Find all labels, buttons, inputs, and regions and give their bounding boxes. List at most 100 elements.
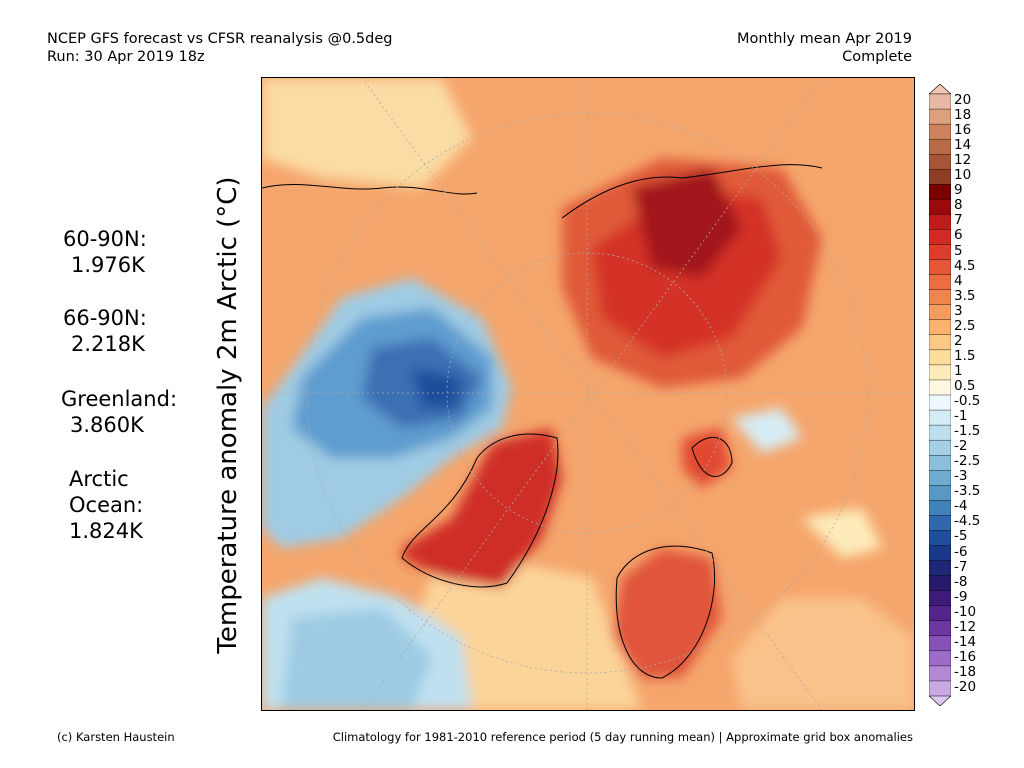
model-title: NCEP GFS forecast vs CFSR reanalysis @0.… xyxy=(47,31,393,47)
colorbar-tick-label: 0.5 xyxy=(954,377,976,394)
colorbar-tick-label: -2.5 xyxy=(954,453,981,470)
colorbar-tick-label: -4 xyxy=(954,498,968,515)
colorbar-tick-label: 5 xyxy=(954,242,963,259)
colorbar-tick-label: 8 xyxy=(954,197,963,214)
stat-label: Greenland: xyxy=(61,387,178,411)
colorbar-segment xyxy=(928,349,952,366)
stat-label: 66-90N: xyxy=(63,306,147,330)
colorbar-tick-label: -3 xyxy=(954,468,968,485)
colorbar-tick-label: 10 xyxy=(954,167,972,184)
colorbar-tick-label: -7 xyxy=(954,558,968,575)
colorbar-segment xyxy=(928,590,952,607)
hot-siberia-core xyxy=(632,168,742,278)
scandinavia-coastline xyxy=(615,545,716,679)
colorbar-segment xyxy=(928,108,952,125)
stat-value: 2.218K xyxy=(71,332,145,356)
colorbar-tick-label: 4 xyxy=(954,272,963,289)
colorbar-segment xyxy=(928,620,952,637)
cold-atlantic-core xyxy=(282,608,432,710)
colorbar-tick-label: 3 xyxy=(954,302,963,319)
colorbar-segment xyxy=(928,500,952,517)
colorbar-segment xyxy=(928,169,952,186)
colorbar-tick-label: -2 xyxy=(954,438,968,455)
anomaly-map xyxy=(261,77,915,711)
period-title: Monthly mean Apr 2019 xyxy=(737,31,912,47)
colorbar-tick-label: -12 xyxy=(954,618,977,635)
novaya-zemlya-coastline xyxy=(691,436,733,477)
colorbar-tick-label: -9 xyxy=(954,588,968,605)
colorbar-tick-label: 20 xyxy=(954,92,972,108)
colorbar-segment xyxy=(928,545,952,562)
colorbar-segment xyxy=(928,650,952,667)
colorbar-segment xyxy=(928,259,952,276)
colorbar-segment xyxy=(928,530,952,547)
stat-greenland: Greenland: 3.860K xyxy=(61,386,177,438)
colorbar-segment xyxy=(928,334,952,351)
colorbar xyxy=(928,83,952,710)
colorbar-segment xyxy=(928,665,952,682)
colorbar-segment xyxy=(928,184,952,201)
colorbar-segment xyxy=(928,319,952,336)
header-right: Monthly mean Apr 2019 Complete xyxy=(737,30,912,66)
y-axis-label: Temperature anomaly 2m Arctic (°C) xyxy=(213,176,243,654)
stat-label: Arctic xyxy=(69,467,129,491)
colorbar-tick-label: 14 xyxy=(954,137,972,154)
colorbar-tick-label: -0.5 xyxy=(954,393,981,409)
colorbar-tick-label: -1.5 xyxy=(954,423,981,440)
colorbar-tick-label: -18 xyxy=(954,663,977,680)
colorbar-segment xyxy=(928,123,952,140)
siberia-coastline xyxy=(561,164,823,219)
colorbar-tick-label: -4.5 xyxy=(954,513,981,530)
colorbar-segment xyxy=(928,289,952,306)
colorbar-svg xyxy=(928,83,952,707)
cool-patch-russia xyxy=(732,408,802,453)
colorbar-segment xyxy=(928,214,952,231)
hot-barents xyxy=(682,428,732,488)
period-status: Complete xyxy=(842,49,912,65)
colorbar-tick-label: -1 xyxy=(954,408,968,425)
stat-label: 60-90N: xyxy=(63,227,147,251)
run-time: Run: 30 Apr 2019 18z xyxy=(47,49,205,65)
colorbar-segment xyxy=(928,455,952,471)
colorbar-tick-label: -3.5 xyxy=(954,483,981,500)
colorbar-segment xyxy=(928,575,952,592)
colorbar-segment xyxy=(928,680,952,697)
pale-pacific-region xyxy=(262,78,472,188)
pale-europe-region xyxy=(732,598,914,710)
colorbar-segment xyxy=(928,199,952,216)
colorbar-segment xyxy=(928,394,952,411)
colorbar-tick-label: 9 xyxy=(954,182,963,199)
stat-label: Ocean: xyxy=(69,493,144,517)
colorbar-tick-label: -20 xyxy=(954,678,977,695)
colorbar-segment xyxy=(928,605,952,622)
colorbar-tick-label: -8 xyxy=(954,573,968,590)
coastlines xyxy=(262,164,823,679)
colorbar-tick-label: 2 xyxy=(954,332,963,349)
hot-scandinavia xyxy=(612,548,722,678)
footer-credit: (c) Karsten Haustein xyxy=(57,730,175,744)
colorbar-segment xyxy=(928,424,952,441)
footer-note: Climatology for 1981-2010 reference peri… xyxy=(332,730,913,744)
colorbar-tick-label: 12 xyxy=(954,152,972,169)
colorbar-segment xyxy=(928,229,952,246)
stat-value: 1.976K xyxy=(71,253,145,277)
stat-value: 3.860K xyxy=(70,413,144,437)
colorbar-tick-label: 1 xyxy=(954,362,963,379)
colorbar-segment xyxy=(928,304,952,321)
colorbar-tick-label: 6 xyxy=(954,227,963,244)
colorbar-tick-label: 2.5 xyxy=(954,317,976,334)
colorbar-segment xyxy=(928,153,952,170)
header-left: NCEP GFS forecast vs CFSR reanalysis @0.… xyxy=(47,30,392,66)
colorbar-segment xyxy=(928,138,952,155)
stat-66-90n: 66-90N: 2.218K xyxy=(63,305,147,357)
colorbar-segment xyxy=(928,274,952,291)
colorbar-segment xyxy=(928,244,952,261)
colorbar-tick-label: 3.5 xyxy=(954,287,976,304)
colorbar-tick-label: 1.5 xyxy=(954,347,976,364)
hot-greenland xyxy=(402,428,562,588)
colorbar-tick-label: -6 xyxy=(954,543,968,560)
colorbar-tick-label: -14 xyxy=(954,633,977,650)
colorbar-tick-label: 7 xyxy=(954,212,963,229)
map-svg xyxy=(262,78,914,710)
colorbar-tick-label: 4.5 xyxy=(954,257,976,274)
